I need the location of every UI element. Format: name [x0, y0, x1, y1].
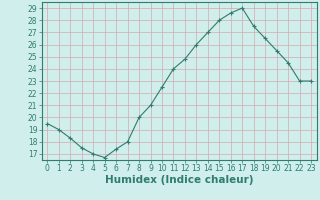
- X-axis label: Humidex (Indice chaleur): Humidex (Indice chaleur): [105, 175, 253, 185]
